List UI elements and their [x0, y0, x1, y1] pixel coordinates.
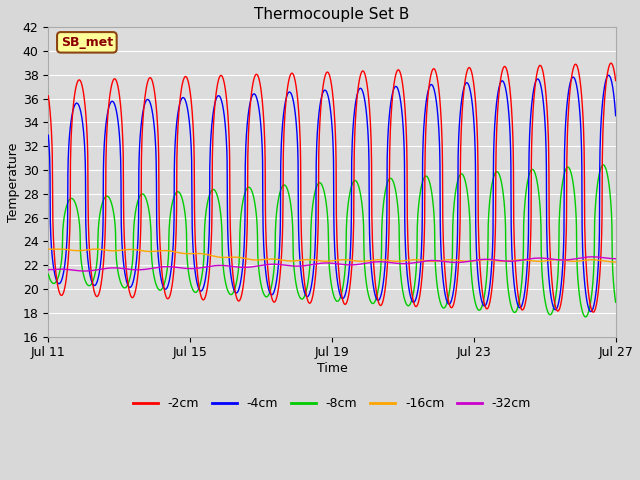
X-axis label: Time: Time — [317, 362, 348, 375]
Y-axis label: Temperature: Temperature — [7, 142, 20, 222]
Text: SB_met: SB_met — [61, 36, 113, 49]
Title: Thermocouple Set B: Thermocouple Set B — [254, 7, 410, 22]
Legend: -2cm, -4cm, -8cm, -16cm, -32cm: -2cm, -4cm, -8cm, -16cm, -32cm — [128, 393, 536, 415]
